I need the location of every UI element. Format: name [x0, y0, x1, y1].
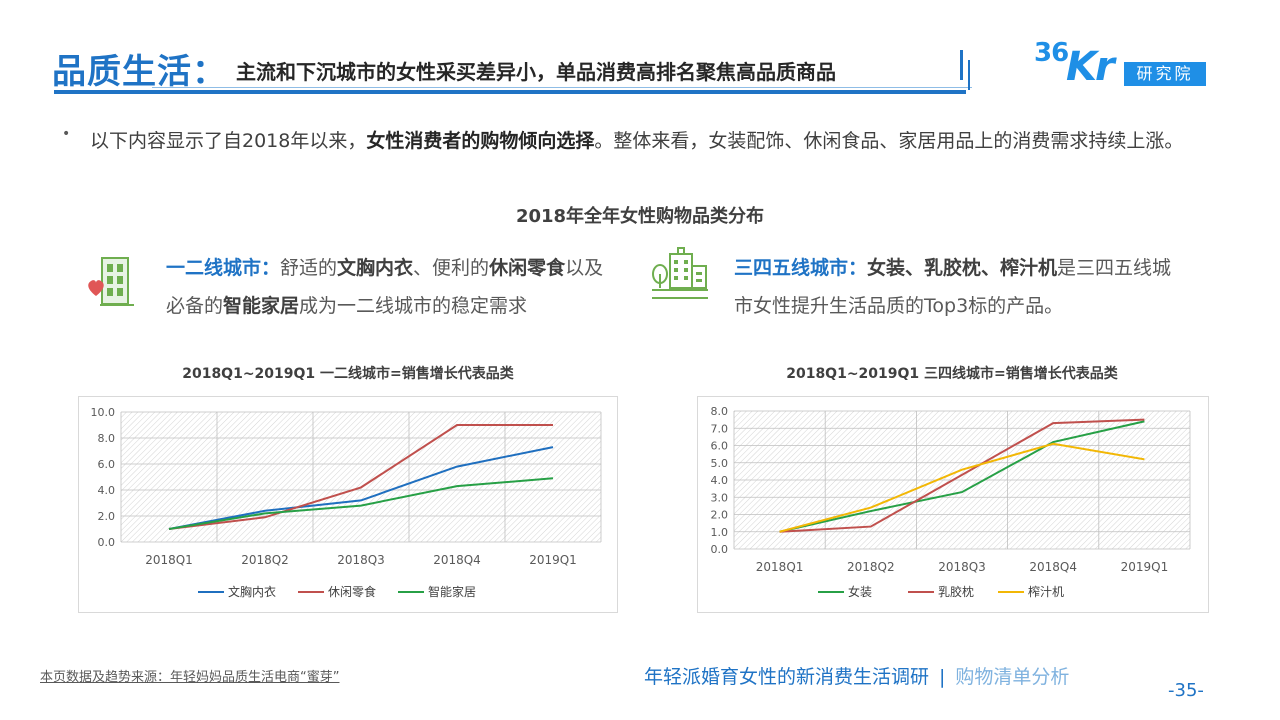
chart2-y-tick: 6.0 [711, 440, 729, 453]
tier1-bold-3: 智能家居 [223, 295, 300, 317]
header-accent-bar [960, 50, 963, 80]
brand-logo: 36 Kr 研究院 [1034, 38, 1210, 90]
source-note: 本页数据及趋势来源：年轻妈妈品质生活电商“蜜芽” [40, 670, 340, 685]
chart1-y-tick: 0.0 [98, 536, 116, 549]
bullet-dot: • [62, 126, 71, 142]
chart1-legend-label: 休闲零食 [328, 584, 376, 599]
intro-paragraph: 以下内容显示了自2018年以来，女性消费者的购物倾向选择。整体来看，女装配饰、休… [90, 122, 1190, 160]
logo-kr: Kr [1066, 44, 1115, 90]
chart1-y-tick: 4.0 [98, 484, 116, 497]
intro-bold: 女性消费者的购物倾向选择 [366, 130, 595, 152]
page-header: 品质生活： 主流和下沉城市的女性采买差异小，单品消费高排名聚焦高品质商品 [52, 40, 972, 96]
chart2-legend-item: 乳胶枕 [908, 584, 974, 599]
chart2-legend-item: 女装 [818, 584, 872, 599]
chart2-title: 2018Q1~2019Q1 三四线城市=销售增长代表品类 [786, 366, 1118, 382]
report-separator: | [939, 666, 946, 688]
tier1-label: 一二线城市： [166, 257, 281, 279]
header-underline-light [152, 87, 972, 88]
chart1-legend-label: 智能家居 [428, 584, 476, 599]
chart2-legend-label: 女装 [848, 584, 872, 599]
logo-label: 研究院 [1124, 62, 1206, 86]
tier3-description: 三四五线城市：女装、乳胶枕、榨汁机是三四五线城市女性提升生活品质的Top3标的产… [734, 249, 1184, 325]
chart1-x-tick: 2018Q1 [145, 553, 193, 567]
chart1-plot-area [121, 412, 601, 542]
report-section: 购物清单分析 [955, 666, 1070, 688]
header-underline [54, 90, 966, 94]
chart2-y-tick: 5.0 [711, 457, 729, 470]
tier1-description: 一二线城市：舒适的文胸内衣、便利的休闲零食以及必备的智能家居成为一二线城市的稳定… [166, 249, 616, 325]
chart2-x-tick: 2019Q1 [1121, 560, 1169, 574]
chart1-legend-label: 文胸内衣 [228, 584, 276, 599]
page-subtitle: 主流和下沉城市的女性采买差异小，单品消费高排名聚焦高品质商品 [236, 60, 836, 84]
chart2-legend-item: 榨汁机 [998, 584, 1064, 599]
page-number: -35- [1168, 680, 1204, 701]
chart2-y-tick: 7.0 [711, 422, 729, 435]
chart2-x-tick: 2018Q1 [756, 560, 804, 574]
chart1-x-tick: 2018Q2 [241, 553, 289, 567]
chart1-legend-item: 文胸内衣 [198, 584, 276, 599]
chart1-y-tick: 10.0 [91, 406, 116, 419]
chart2-y-tick: 2.0 [711, 509, 729, 522]
report-title: 年轻派婚育女性的新消费生活调研 [644, 666, 930, 688]
city-building-heart-icon [86, 254, 140, 310]
report-name: 年轻派婚育女性的新消费生活调研 | 购物清单分析 [644, 662, 1069, 689]
intro-text-1: 以下内容显示了自2018年以来， [90, 130, 367, 152]
chart2-y-tick: 8.0 [711, 405, 729, 418]
chart2-x-tick: 2018Q2 [847, 560, 895, 574]
header-accent-bar-2 [968, 60, 970, 90]
chart2-x-tick: 2018Q4 [1029, 560, 1077, 574]
chart1-legend-item: 休闲零食 [298, 584, 376, 599]
chart1-x-tick: 2018Q4 [433, 553, 481, 567]
tier1-text-4: 成为一二线城市的稳定需求 [299, 295, 528, 317]
chart1-svg: 0.0 2.0 4.0 6.0 8.0 10.0 2018Q1 2018Q2 2018Q3 201… [91, 406, 602, 599]
town-buildings-tree-icon [650, 244, 710, 304]
tier3-label: 三四五线城市： [734, 257, 868, 279]
chart1-legend-item: 智能家居 [398, 584, 476, 599]
logo-number: 36 [1034, 38, 1069, 68]
tier1-text-2: 、便利的 [413, 257, 490, 279]
chart2-legend-label: 榨汁机 [1028, 584, 1064, 599]
intro-text-2: 。整体来看，女装配饰、休闲食品、家居用品上的消费需求持续上涨。 [594, 130, 1184, 152]
chart2-y-tick: 4.0 [711, 474, 729, 487]
chart2-x-tick: 2018Q3 [938, 560, 986, 574]
chart1-y-tick: 8.0 [98, 432, 116, 445]
tier3-text-1: 是三四五线城市女性提升生活品质的Top3标的产品。 [734, 257, 1172, 317]
tier3-bold-1: 女装、乳胶枕、榨汁机 [867, 257, 1058, 279]
section-title: 2018年全年女性购物品类分布 [515, 206, 765, 227]
chart1-y-tick: 6.0 [98, 458, 116, 471]
chart2-y-tick: 3.0 [711, 491, 729, 504]
chart1-title: 2018Q1~2019Q1 一二线城市=销售增长代表品类 [182, 366, 514, 382]
tier1-text-1: 舒适的 [280, 257, 338, 279]
chart2-y-tick: 0.0 [711, 543, 729, 556]
chart2: 0.0 1.0 2.0 3.0 4.0 5.0 6.0 7.0 8.0 2018Q1 2018Q2 2… [697, 396, 1209, 613]
chart2-svg: 0.0 1.0 2.0 3.0 4.0 5.0 6.0 7.0 8.0 2018Q1 2018Q2 2… [711, 405, 1191, 599]
page-title: 品质生活： [52, 52, 227, 92]
chart1-x-tick: 2019Q1 [529, 553, 577, 567]
tier1-text-3: 以及必备的 [166, 257, 604, 317]
tier1-bold-2: 休闲零食 [489, 257, 566, 279]
chart2-y-tick: 1.0 [711, 526, 729, 539]
chart1-y-tick: 2.0 [98, 510, 116, 523]
chart1: 0.0 2.0 4.0 6.0 8.0 10.0 2018Q1 2018Q2 2018Q3 201… [78, 396, 618, 613]
chart1-x-tick: 2018Q3 [337, 553, 385, 567]
tier1-bold-1: 文胸内衣 [337, 257, 414, 279]
chart2-legend-label: 乳胶枕 [938, 584, 974, 599]
